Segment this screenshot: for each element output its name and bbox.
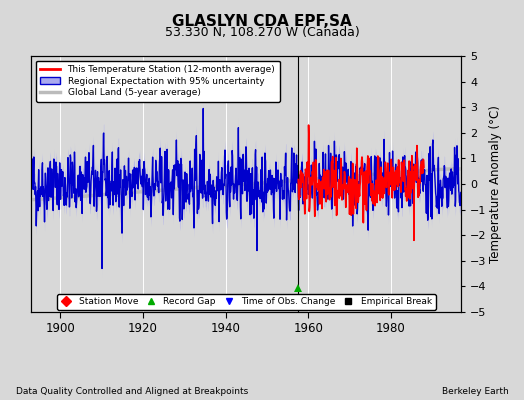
Y-axis label: Temperature Anomaly (°C): Temperature Anomaly (°C) xyxy=(489,105,503,263)
Text: GLASLYN CDA EPF,SA: GLASLYN CDA EPF,SA xyxy=(172,14,352,29)
Text: Data Quality Controlled and Aligned at Breakpoints: Data Quality Controlled and Aligned at B… xyxy=(16,387,248,396)
Text: 53.330 N, 108.270 W (Canada): 53.330 N, 108.270 W (Canada) xyxy=(165,26,359,39)
Text: Berkeley Earth: Berkeley Earth xyxy=(442,387,508,396)
Legend: Station Move, Record Gap, Time of Obs. Change, Empirical Break: Station Move, Record Gap, Time of Obs. C… xyxy=(57,294,435,310)
